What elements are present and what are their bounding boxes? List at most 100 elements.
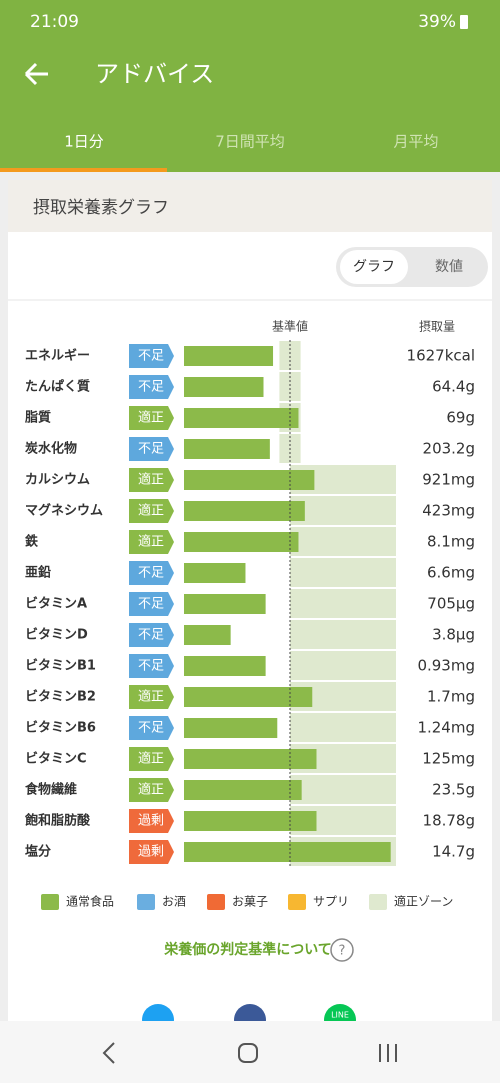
zone	[279, 341, 301, 370]
amount: 18.78g	[423, 812, 475, 830]
nav-back[interactable]	[102, 1042, 115, 1064]
legend-label: お菓子	[232, 895, 268, 909]
bar	[184, 749, 317, 769]
status-badge	[129, 778, 174, 802]
status-label: 適正	[138, 689, 164, 705]
legend-label: 通常食品	[66, 894, 114, 909]
status-label: 適正	[138, 410, 164, 426]
help-icon[interactable]	[330, 938, 354, 962]
nutrient-name: 脂質	[24, 410, 51, 426]
status-label: 適正	[138, 472, 164, 488]
status-label: 過剰	[138, 814, 164, 829]
bar	[184, 687, 313, 707]
amount: 1.7mg	[427, 688, 475, 706]
status-badge	[129, 468, 174, 492]
bar	[184, 439, 270, 459]
nutrient-name: 炭水化物	[25, 441, 77, 457]
nav-recent[interactable]	[379, 1044, 397, 1062]
status-label: 不足	[138, 566, 164, 581]
tab[interactable]: 1日分	[64, 133, 104, 151]
status-label: 不足	[138, 628, 164, 643]
column-header: 摂取量	[419, 319, 455, 334]
bar	[184, 532, 299, 552]
status-badge	[129, 344, 174, 368]
toggle-option[interactable]: グラフ	[353, 259, 395, 275]
bar	[184, 780, 302, 800]
status-label: 適正	[138, 782, 164, 798]
amount: 6.6mg	[427, 564, 475, 582]
bar	[184, 811, 317, 831]
nutrient-name: たんぱく質	[25, 379, 90, 395]
nutrient-name: 亜鉛	[25, 565, 51, 581]
bar	[184, 718, 278, 738]
card-title: 摂取栄養素グラフ	[33, 198, 169, 218]
nutrient-name: ビタミンB2	[25, 689, 96, 705]
status-label: 適正	[138, 503, 164, 519]
amount: 1.24mg	[417, 719, 475, 737]
zone	[290, 651, 396, 680]
bar	[184, 346, 274, 366]
legend-swatch	[137, 894, 155, 910]
criteria-link[interactable]: 栄養価の判定基準について	[163, 941, 332, 958]
status-badge	[129, 561, 174, 585]
nutrient-name: エネルギー	[25, 348, 90, 364]
amount: 921mg	[422, 471, 475, 489]
legend-label: お酒	[162, 895, 186, 909]
zone	[290, 589, 396, 618]
zone	[290, 620, 396, 649]
zone	[290, 527, 396, 556]
status-label: 不足	[138, 597, 164, 612]
legend-swatch	[41, 894, 59, 910]
status-badge	[129, 406, 174, 430]
status-badge	[129, 437, 174, 461]
zone	[290, 775, 396, 804]
status-badge	[129, 592, 174, 616]
bar	[184, 377, 264, 397]
amount: 203.2g	[423, 440, 475, 458]
nutrient-name: ビタミンA	[25, 596, 87, 612]
bar	[184, 625, 231, 645]
status-label: 不足	[138, 349, 164, 364]
line-label: LINE	[331, 1011, 349, 1020]
bar	[184, 470, 315, 490]
status-badge	[129, 654, 174, 678]
tab[interactable]: 月平均	[393, 133, 438, 151]
tab-indicator	[0, 168, 167, 172]
status-label: 適正	[138, 751, 164, 767]
amount: 0.93mg	[417, 657, 475, 675]
legend-swatch	[288, 894, 306, 910]
zone	[279, 372, 301, 401]
amount: 423mg	[422, 502, 475, 520]
nav-home[interactable]	[238, 1043, 258, 1063]
zone	[290, 496, 396, 525]
battery: 39%	[418, 12, 456, 32]
toggle-option[interactable]: 数値	[435, 259, 463, 275]
card-header	[8, 180, 492, 232]
amount: 14.7g	[432, 843, 475, 861]
legend-swatch	[369, 894, 387, 910]
back-button[interactable]	[24, 62, 48, 86]
bar	[184, 842, 391, 862]
nutrient-name: 食物繊維	[25, 782, 77, 798]
status-label: 不足	[138, 721, 164, 736]
bar	[184, 594, 266, 614]
status-badge	[129, 375, 174, 399]
nutrient-name: ビタミンC	[25, 751, 87, 767]
legend: 通常食品 お酒 お菓子 サプリ 適正ゾーン	[41, 894, 453, 910]
amount: 69g	[446, 409, 475, 427]
bar	[184, 563, 246, 583]
zone	[290, 558, 396, 587]
status-badge	[129, 809, 174, 833]
status-label: 適正	[138, 534, 164, 550]
clock: 21:09	[30, 12, 79, 32]
status-badge	[129, 716, 174, 740]
app-bar	[0, 0, 500, 172]
tab[interactable]: 7日間平均	[215, 133, 285, 151]
nutrient-name: マグネシウム	[25, 503, 103, 519]
status-badge	[129, 623, 174, 647]
status-label: 過剰	[138, 845, 164, 860]
nav-bar	[0, 1021, 500, 1083]
legend-label: サプリ	[313, 895, 349, 909]
legend-label: 適正ゾーン	[394, 894, 453, 909]
